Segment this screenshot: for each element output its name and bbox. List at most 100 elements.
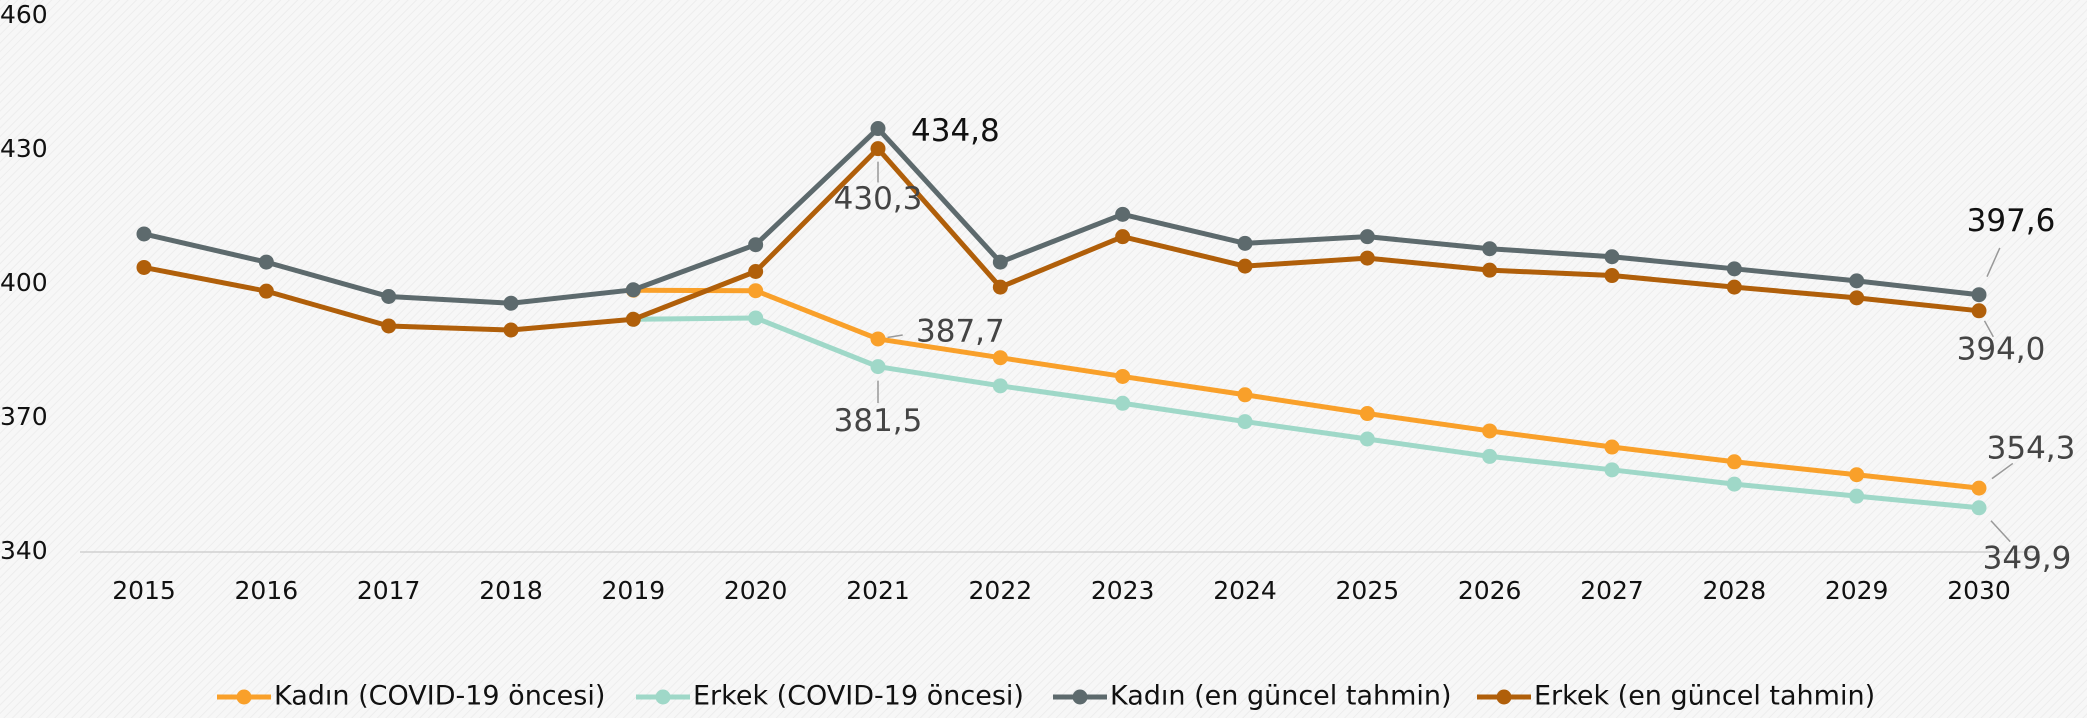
point [503,322,519,338]
leader-line [1983,320,1994,338]
point [1726,261,1742,277]
series-line [143,126,1980,306]
point [1604,462,1620,478]
x-tick-label: 2028 [1703,576,1767,605]
point [1604,268,1620,284]
data-label: 354,3 [1987,431,2076,467]
legend-marker [236,689,252,705]
legend-label: Erkek (en güncel tahmin) [1534,681,1875,712]
legend-label: Kadın (COVID-19 öncesi) [274,681,605,712]
point [381,289,397,305]
legend-marker [1496,689,1512,705]
legend-marker [655,689,671,705]
point [1726,279,1742,295]
point [1359,406,1375,422]
point [1849,273,1865,289]
point [1849,467,1865,483]
data-label: 349,9 [1983,540,2072,576]
point [1849,290,1865,306]
x-tick-label: 2025 [1336,576,1400,605]
point [1482,448,1498,464]
point [1115,229,1131,245]
point [1237,235,1253,251]
y-tick-label: 460 [0,0,48,29]
data-label: 381,5 [834,403,923,439]
x-tick-label: 2018 [479,576,543,605]
x-tick-label: 2030 [1947,576,2011,605]
point [1971,287,1987,303]
x-tick-label: 2023 [1091,576,1155,605]
legend-marker [1072,689,1088,705]
legend-label: Erkek (COVID-19 öncesi) [693,681,1024,712]
point [992,350,1008,366]
point [258,283,274,299]
point [1115,368,1131,384]
x-tick-label: 2021 [846,576,910,605]
x-tick-label: 2029 [1825,576,1889,605]
y-tick-label: 370 [0,402,48,431]
point [1359,229,1375,245]
x-tick-label: 2022 [969,576,1033,605]
y-tick-label: 340 [0,536,48,565]
point [136,226,152,242]
leader-line [1991,462,2014,480]
leader-line [1986,247,2001,278]
point [1604,249,1620,265]
point [1115,206,1131,222]
point [1726,454,1742,470]
point [870,141,886,157]
point [870,331,886,347]
point [992,254,1008,270]
point [1359,250,1375,266]
point [625,311,641,327]
data-label: 397,6 [1967,203,2056,239]
data-label: 394,0 [1957,331,2046,367]
series-line [143,146,1980,333]
x-tick-label: 2024 [1213,576,1277,605]
point [625,282,641,298]
point [870,359,886,375]
x-tick-label: 2016 [235,576,299,605]
point [1971,303,1987,319]
point [1237,414,1253,430]
data-label: 430,3 [834,181,923,217]
point [1482,423,1498,439]
point [748,237,764,253]
leader-line [1990,520,2011,543]
legend-label: Kadın (en güncel tahmin) [1110,681,1452,712]
x-tick-label: 2017 [357,576,421,605]
series-line [633,315,1980,511]
point [1482,241,1498,257]
x-tick-label: 2019 [602,576,666,605]
point [992,378,1008,394]
x-tick-label: 2015 [112,576,176,605]
data-label: 387,7 [916,313,1005,349]
y-tick-label: 430 [0,134,48,163]
point [136,259,152,275]
point [992,279,1008,295]
y-tick-label: 400 [0,268,48,297]
data-label: 434,8 [911,113,1000,149]
x-tick-label: 2026 [1458,576,1522,605]
point [1359,431,1375,447]
point [1971,480,1987,496]
point [1237,258,1253,274]
point [748,263,764,279]
point [1115,395,1131,411]
leader-line [887,334,903,339]
series-line [633,287,1980,491]
x-tick-label: 2027 [1580,576,1644,605]
point [503,295,519,311]
point [381,318,397,334]
point [1726,476,1742,492]
point [1237,387,1253,403]
point [1971,500,1987,516]
point [258,254,274,270]
x-tick-label: 2020 [724,576,788,605]
point [870,121,886,137]
point [1482,262,1498,278]
point [748,283,764,299]
point [748,310,764,326]
